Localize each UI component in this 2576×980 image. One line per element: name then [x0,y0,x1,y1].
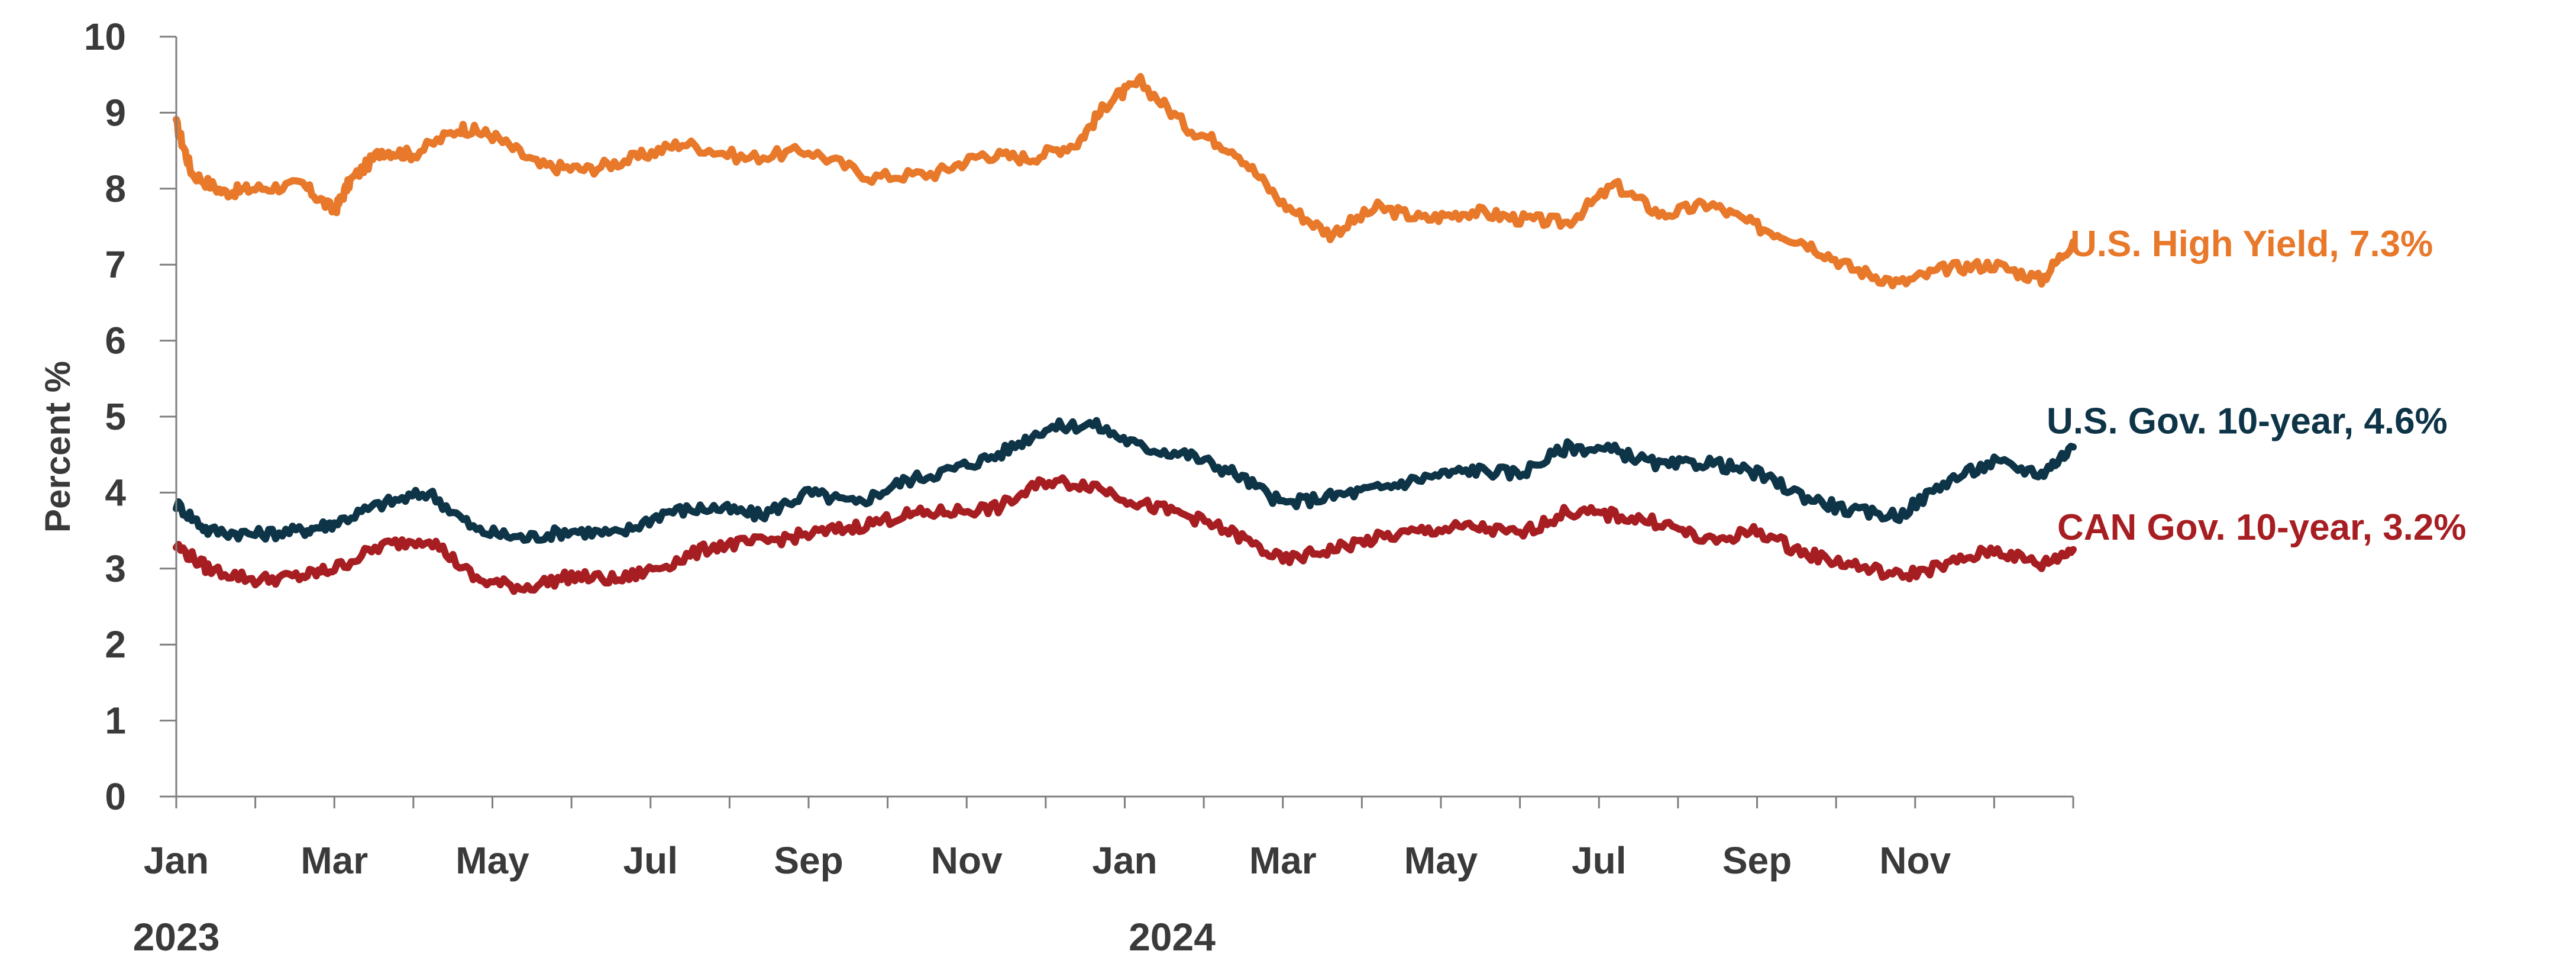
y-tick-label: 6 [105,320,126,362]
series-line-1 [173,417,2077,544]
x-tick-label: Jan [144,839,209,882]
series-label-1: U.S. Gov. 10-year, 4.6% [2047,401,2448,441]
x-tick-label: May [1404,839,1478,882]
x-year-label: 2023 [133,915,220,959]
x-tick-label: Sep [1722,839,1792,882]
x-tick-label: Nov [931,839,1003,882]
y-tick-label: 5 [105,395,126,438]
x-tick-label: Mar [300,839,368,882]
y-tick-label: 7 [105,243,126,286]
series-lines [173,73,2077,595]
x-tick-label: Jul [1572,839,1626,882]
y-tick-label: 10 [84,15,126,58]
y-tick-label: 2 [105,623,126,666]
y-tick-label: 4 [105,471,126,514]
y-tick-label: 9 [105,91,126,134]
series-label-0: U.S. High Yield, 7.3% [2070,224,2433,265]
x-tick-label: Mar [1249,839,1317,882]
x-tick-label: Nov [1879,839,1951,882]
series-line-2 [173,474,2077,595]
y-tick-label: 3 [105,547,126,590]
y-axis-ticks: 0 1 2 3 4 5 6 7 8 9 10 [84,15,176,818]
x-tick-label: May [455,839,529,882]
y-tick-label: 8 [105,167,126,210]
y-axis-title: Percent % [38,361,77,533]
y-tick-label: 0 [105,775,126,818]
series-line-0 [173,73,2077,289]
series-label-2: CAN Gov. 10-year, 3.2% [2057,507,2467,548]
x-tick-label: Jan [1092,839,1157,882]
series-labels: U.S. High Yield, 7.3% U.S. Gov. 10-year, … [2047,224,2467,548]
x-axis-ticks: Jan Mar May Jul Sep Nov Jan Mar May Jul Sep Nov 2023… [133,797,2074,959]
x-year-label: 2024 [1129,915,1216,959]
y-tick-label: 1 [105,699,126,742]
x-tick-label: Sep [774,839,843,882]
x-tick-label: Jul [623,839,678,882]
